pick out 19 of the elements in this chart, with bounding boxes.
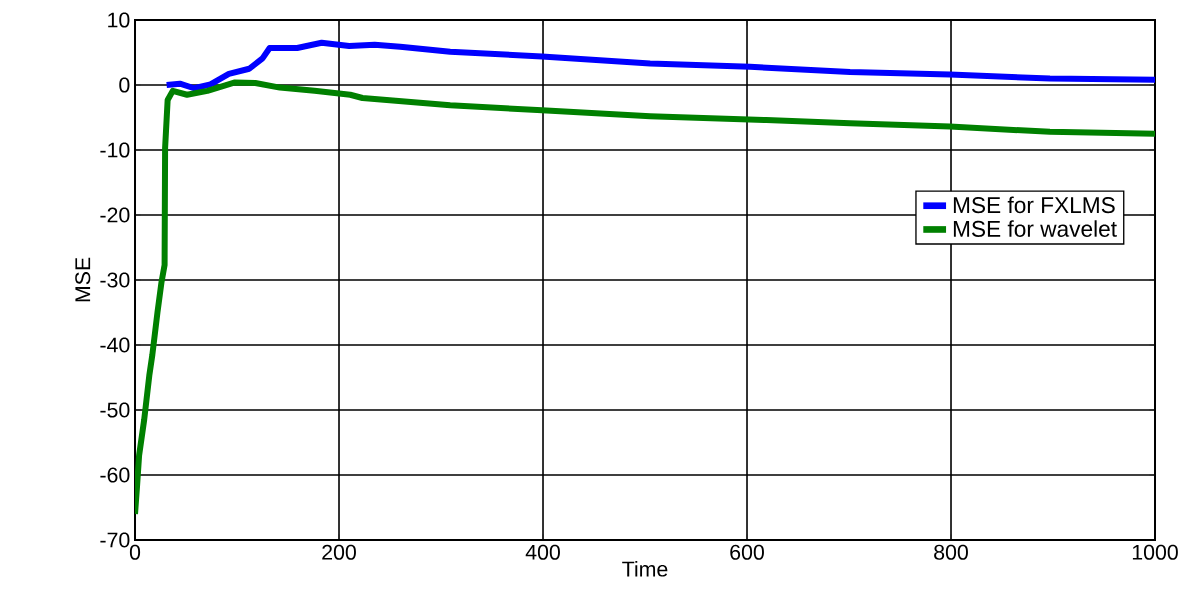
- x-tick-label: 1000: [1132, 544, 1178, 560]
- y-tick-label: -20: [100, 207, 130, 223]
- legend-label: MSE for wavelet: [953, 220, 1117, 237]
- y-tick-label: 10: [108, 12, 130, 28]
- x-axis-title: Time: [622, 560, 668, 577]
- y-tick-label: 0: [119, 77, 130, 93]
- x-tick-label: 600: [730, 544, 764, 560]
- y-tick-label: -30: [100, 272, 130, 288]
- x-tick-label: 200: [322, 544, 356, 560]
- y-axis-title: MSE: [75, 257, 91, 302]
- legend-label: MSE for FXLMS: [953, 196, 1115, 214]
- y-tick-label: -70: [100, 532, 130, 548]
- x-tick-label: 400: [525, 544, 560, 560]
- y-tick-label: -60: [100, 467, 130, 483]
- x-tick-label: 800: [934, 544, 968, 560]
- y-tick-label: -50: [100, 402, 130, 418]
- x-tick-label: 0: [129, 544, 141, 560]
- y-tick-label: -10: [100, 142, 130, 158]
- y-tick-label: -40: [100, 337, 130, 353]
